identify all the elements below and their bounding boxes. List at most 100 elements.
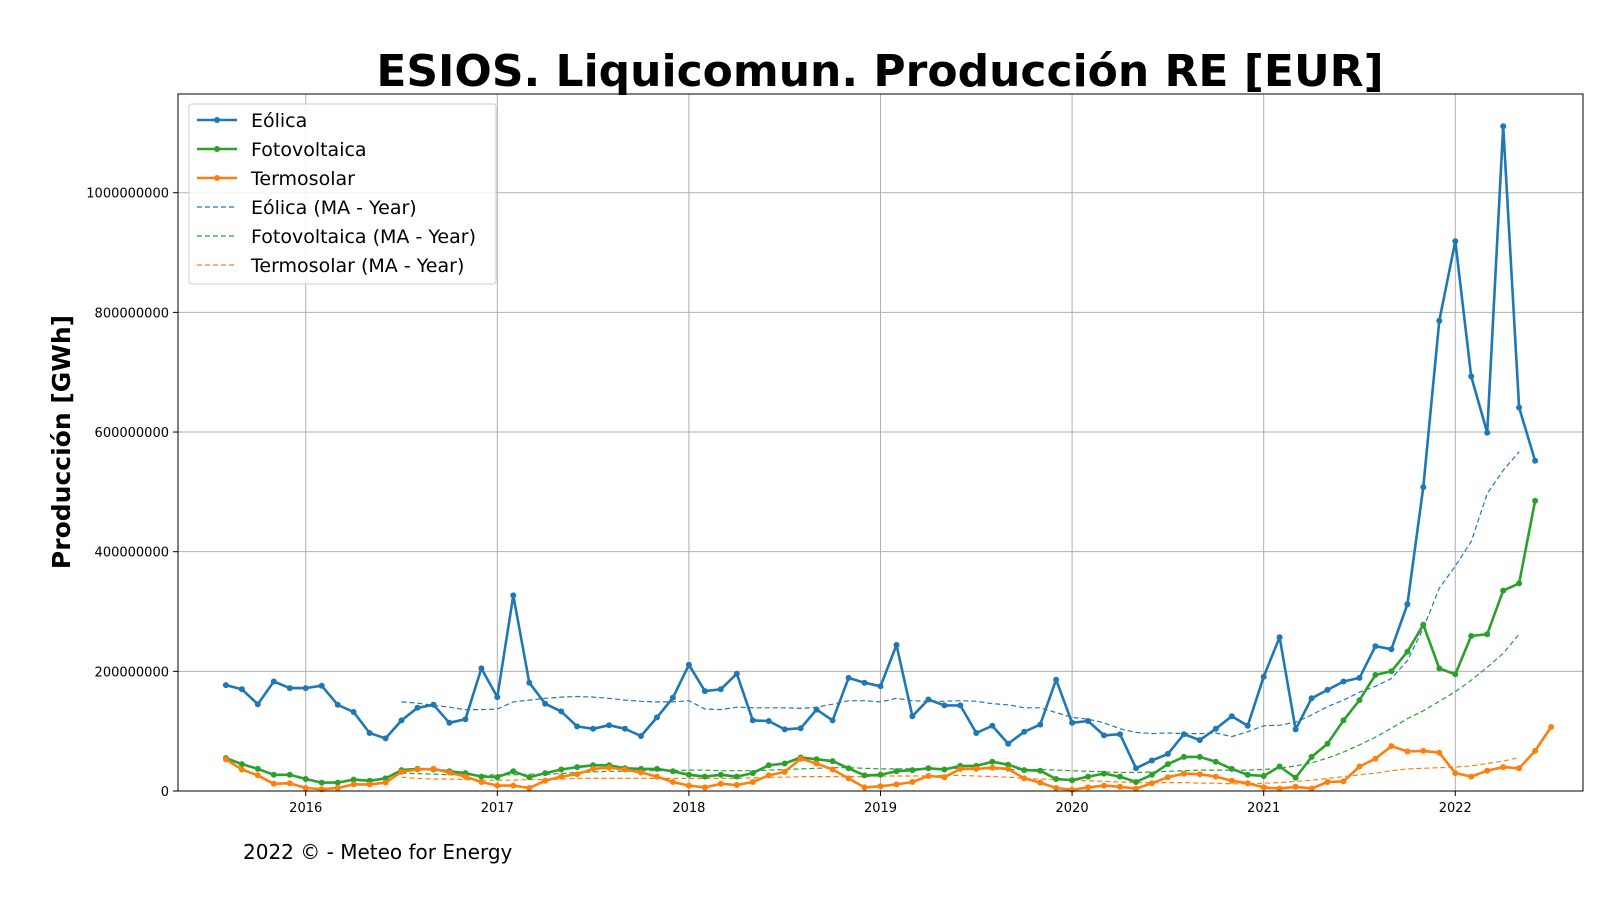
x-tick-label: 2018 <box>672 801 705 816</box>
data-point <box>1212 725 1219 732</box>
data-point <box>606 722 613 729</box>
data-point <box>893 781 900 788</box>
data-point <box>654 765 660 772</box>
data-point <box>1164 774 1171 781</box>
data-point <box>1212 773 1219 780</box>
series-termosolar-ma-year <box>401 756 1520 785</box>
data-point <box>318 682 325 689</box>
data-point <box>1037 767 1044 774</box>
data-point <box>1500 764 1507 771</box>
legend-item: Termosolar (MA - Year) <box>197 255 464 277</box>
data-point <box>765 772 772 779</box>
data-point <box>366 730 373 736</box>
data-point <box>1468 773 1475 780</box>
data-point <box>1148 757 1155 764</box>
data-point <box>1420 484 1427 491</box>
data-point <box>574 723 581 730</box>
data-point <box>1069 777 1076 784</box>
data-point <box>1356 763 1363 770</box>
data-point <box>781 760 788 767</box>
data-point <box>717 771 724 778</box>
data-point <box>749 717 756 724</box>
x-tick-label: 2019 <box>864 801 897 816</box>
series-eolica <box>222 123 1539 772</box>
legend-marker <box>214 146 220 152</box>
data-point <box>765 718 772 724</box>
data-point <box>350 776 357 783</box>
data-point <box>1117 783 1123 790</box>
data-point <box>733 670 740 677</box>
data-point <box>1452 770 1459 777</box>
data-point <box>526 679 533 686</box>
data-point <box>462 716 469 723</box>
data-point <box>510 782 517 789</box>
data-point <box>1484 429 1491 436</box>
data-point <box>510 592 517 599</box>
data-point <box>462 773 469 780</box>
data-point <box>1388 743 1395 750</box>
data-point <box>510 768 517 775</box>
data-point <box>1292 726 1299 733</box>
data-point <box>414 704 421 711</box>
data-point <box>1484 631 1491 638</box>
data-point <box>1196 737 1203 744</box>
data-point <box>334 785 341 791</box>
data-point <box>893 642 900 648</box>
data-point <box>1133 779 1139 785</box>
data-point <box>1180 753 1187 760</box>
data-point <box>350 781 357 788</box>
data-point <box>1420 747 1427 754</box>
data-point <box>1292 783 1299 790</box>
data-point <box>701 688 708 695</box>
data-point <box>446 769 453 776</box>
data-point <box>1500 587 1507 594</box>
data-point <box>1196 753 1203 760</box>
data-point <box>733 773 740 780</box>
data-point <box>1404 748 1411 755</box>
data-point <box>685 771 692 778</box>
data-point <box>813 760 820 767</box>
data-point <box>1101 732 1107 739</box>
data-point <box>1276 785 1283 792</box>
x-tick-label: 2016 <box>289 801 322 816</box>
data-point <box>925 696 932 703</box>
data-point <box>1244 780 1251 787</box>
data-point <box>765 762 772 769</box>
data-point <box>685 661 692 668</box>
data-point <box>797 755 804 762</box>
data-point <box>1388 646 1395 653</box>
y-axis: 0 200000000 400000000 600000000 800000000 100… <box>86 187 178 800</box>
data-point <box>957 702 964 709</box>
data-point <box>877 783 884 790</box>
data-point <box>622 725 628 732</box>
series-line <box>401 756 1520 785</box>
data-point <box>1532 497 1539 504</box>
x-tick-label: 2021 <box>1247 801 1280 816</box>
data-point <box>302 785 309 791</box>
y-tick-label: 200000000 <box>95 665 169 680</box>
legend-item: Eólica <box>197 110 307 132</box>
data-point <box>1117 731 1123 738</box>
footer-credit: 2022 © - Meteo for Energy <box>243 840 513 864</box>
data-point <box>909 713 916 720</box>
data-point <box>1532 747 1539 754</box>
y-tick-label: 800000000 <box>95 306 169 321</box>
data-point <box>654 714 660 721</box>
data-point <box>270 780 277 787</box>
data-point <box>430 701 437 708</box>
data-point <box>1148 771 1155 778</box>
data-point <box>302 776 309 782</box>
data-point <box>1005 765 1012 772</box>
data-point <box>286 685 293 692</box>
data-point <box>1260 773 1267 779</box>
data-point <box>1516 765 1523 772</box>
legend-item: Termosolar <box>197 168 355 190</box>
data-point <box>989 764 996 771</box>
data-point <box>1117 773 1123 780</box>
legend-label: Fotovoltaica <box>251 139 367 161</box>
data-point <box>1244 771 1251 778</box>
legend-label: Eólica (MA - Year) <box>251 197 417 219</box>
data-point <box>638 733 644 739</box>
data-point <box>909 767 916 774</box>
series-line <box>401 633 1520 777</box>
